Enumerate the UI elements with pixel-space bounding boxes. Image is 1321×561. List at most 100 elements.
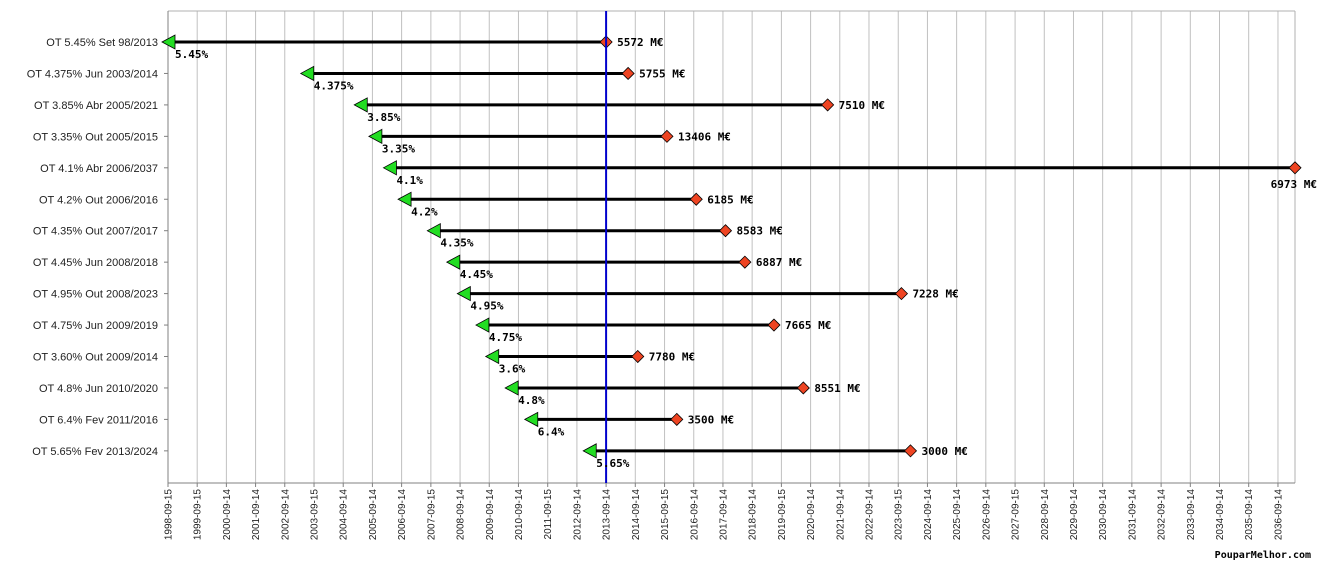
amount-label: 5755 M€ (639, 67, 685, 80)
x-tick-label: 2027-09-15 (1011, 489, 1022, 541)
rate-label: 5.45% (175, 48, 208, 61)
amount-label: 6973 M€ (1271, 178, 1317, 191)
x-tick-label: 2032-09-14 (1157, 489, 1168, 541)
x-tick-label: 2005-09-14 (368, 489, 379, 541)
rate-label: 3.35% (382, 142, 415, 155)
bond-category-label: OT 4.2% Out 2006/2016 (39, 194, 158, 206)
rate-label: 3.6% (499, 363, 526, 376)
amount-label: 7510 M€ (839, 99, 885, 112)
x-tick-label: 2015-09-15 (660, 489, 671, 541)
issue-date-marker (475, 317, 490, 333)
amount-label: 6185 M€ (707, 193, 753, 206)
issue-date-marker (445, 254, 461, 270)
x-tick-label: 2017-09-14 (718, 489, 729, 541)
bond-category-label: OT 5.65% Fev 2013/2024 (32, 446, 158, 458)
x-tick-label: 2023-09-15 (894, 489, 905, 541)
amount-label: 13406 M€ (678, 130, 731, 143)
x-tick-label: 2018-09-14 (748, 489, 759, 541)
x-tick-label: 2010-09-14 (514, 489, 525, 541)
x-tick-label: 2028-09-14 (1040, 489, 1051, 541)
issue-date-marker (456, 285, 471, 302)
x-tick-label: 2003-09-15 (310, 489, 321, 541)
x-tick-label: 1998-09-15 (164, 489, 175, 541)
maturity-date-marker (796, 381, 810, 395)
x-tick-label: 2019-09-15 (777, 489, 788, 541)
rate-label: 4.375% (314, 79, 354, 92)
maturity-date-marker (894, 287, 909, 301)
x-tick-label: 1999-09-15 (193, 489, 204, 541)
rate-label: 5.65% (596, 457, 629, 470)
axis-layer: 1998-09-15 1999-09-15 2000-09-14 2001-09-14… (164, 11, 1295, 541)
x-tick-label: 2020-09-14 (806, 489, 817, 541)
bond-category-label: OT 4.375% Jun 2003/2014 (27, 68, 158, 80)
rate-label: 4.75% (489, 331, 522, 344)
x-tick-label: 2030-09-14 (1098, 489, 1109, 541)
x-tick-label: 2025-09-14 (952, 489, 963, 541)
rate-label: 6.4% (538, 425, 565, 438)
maturity-date-marker (767, 318, 781, 332)
x-tick-label: 2007-09-15 (426, 489, 437, 541)
x-tick-label: 2006-09-14 (397, 489, 408, 541)
bond-category-label: OT 5.45% Set 98/2013 (46, 37, 158, 49)
x-tick-label: 2016-09-14 (689, 489, 700, 541)
x-tick-label: 2011-09-15 (543, 489, 554, 540)
issue-date-marker (353, 97, 368, 113)
x-tick-label: 2026-09-14 (981, 489, 992, 541)
rate-label: 4.2% (411, 205, 438, 218)
x-tick-label: 2022-09-14 (864, 489, 875, 541)
bond-category-label: OT 3.60% Out 2009/2014 (33, 352, 158, 364)
issue-date-marker (397, 191, 412, 207)
bond-category-label: OT 3.35% Out 2005/2015 (33, 131, 158, 143)
x-tick-label: 2034-09-14 (1215, 489, 1226, 541)
bond-category-label: OT 4.8% Jun 2010/2020 (39, 383, 158, 395)
issue-date-marker (299, 65, 315, 82)
x-tick-label: 2024-09-14 (923, 489, 934, 541)
x-tick-label: 2013-09-14 (602, 489, 613, 541)
maturity-date-marker (689, 192, 703, 206)
issue-date-marker (382, 160, 397, 176)
rate-label: 4.35% (440, 237, 473, 250)
amount-label: 7665 M€ (785, 319, 831, 332)
x-tick-label: 2031-09-14 (1127, 489, 1138, 541)
bars-layer (161, 11, 1302, 483)
rate-label: 4.45% (460, 268, 493, 281)
bond-category-label: OT 6.4% Fev 2011/2016 (39, 414, 158, 426)
x-tick-label: 2004-09-14 (339, 489, 350, 541)
amount-label: 8583 M€ (737, 225, 783, 238)
maturity-date-marker (1288, 161, 1302, 175)
rate-label: 4.8% (518, 394, 545, 407)
bond-category-label: OT 4.1% Abr 2006/2037 (40, 163, 158, 175)
amount-label: 8551 M€ (814, 382, 860, 395)
amount-label: 6887 M€ (756, 256, 802, 269)
amount-label: 5572 M€ (617, 36, 663, 49)
amount-label: 7780 M€ (649, 351, 695, 364)
maturity-date-marker (903, 444, 918, 458)
bond-category-label: OT 4.35% Out 2007/2017 (33, 226, 158, 238)
rate-label: 4.1% (396, 174, 423, 187)
grid-layer (167, 10, 1296, 483)
x-tick-label: 2008-09-14 (456, 489, 467, 541)
amount-label: 7228 M€ (912, 288, 958, 301)
maturity-date-marker (821, 98, 835, 112)
maturity-date-marker (718, 224, 733, 238)
issue-date-marker (523, 411, 539, 428)
bond-category-label: OT 4.95% Out 2008/2023 (33, 289, 158, 301)
maturity-date-marker (660, 129, 674, 143)
rate-label: 4.95% (470, 300, 503, 313)
maturity-date-marker (621, 66, 635, 81)
bond-category-label: OT 4.45% Jun 2008/2018 (33, 257, 158, 269)
x-tick-label: 2000-09-14 (222, 489, 233, 541)
x-tick-label: 2029-09-14 (1069, 489, 1080, 541)
amount-label: 3000 M€ (921, 445, 967, 458)
x-tick-label: 2014-09-14 (631, 489, 642, 541)
x-tick-label: 2035-09-14 (1244, 489, 1255, 541)
maturity-date-marker (631, 349, 645, 364)
maturity-date-marker (738, 255, 752, 269)
issue-date-marker (582, 443, 597, 459)
issue-date-marker (368, 128, 383, 145)
bond-category-label: OT 4.75% Jun 2009/2019 (33, 320, 158, 332)
x-tick-label: 2036-09-14 (1273, 489, 1284, 541)
x-tick-label: 2001-09-14 (251, 489, 262, 541)
maturity-date-marker (670, 412, 684, 426)
